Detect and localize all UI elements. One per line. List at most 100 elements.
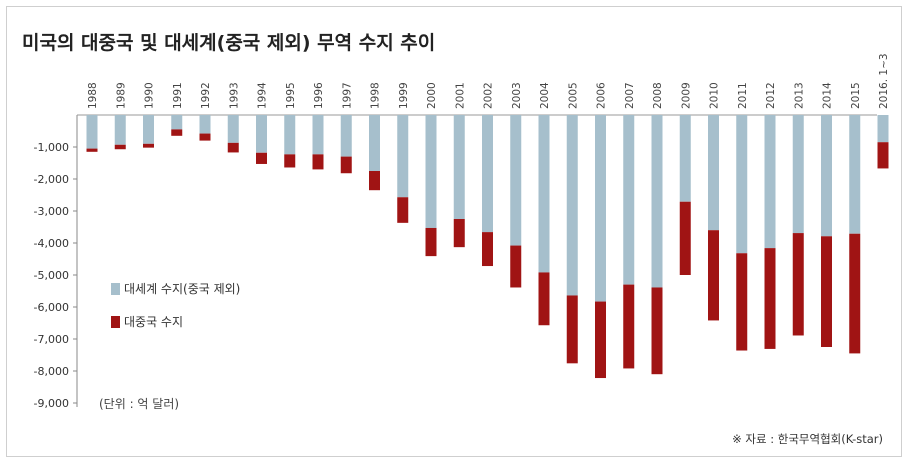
bar-china-25 [792, 233, 804, 336]
x-tick-label: 1991 [172, 82, 184, 109]
bar-world-16 [538, 115, 550, 273]
bar-world-7 [284, 115, 296, 155]
bar-china-28 [877, 142, 889, 169]
bar-china-10 [369, 171, 380, 191]
x-tick-label: 2008 [652, 82, 664, 109]
bar-world-13 [453, 115, 465, 219]
bar-china-19 [623, 284, 635, 369]
legend-swatch-world [111, 283, 120, 295]
x-tick-label: 2012 [765, 82, 777, 109]
x-tick-label: 1988 [87, 82, 99, 109]
x-tick-label: 2006 [596, 82, 608, 109]
bar-world-0 [86, 115, 98, 149]
bar-china-5 [227, 142, 239, 153]
x-tick-label: 1997 [341, 82, 353, 109]
y-tick-label: -5,000 [34, 269, 69, 282]
bar-china-1 [114, 144, 126, 150]
chart-frame: 미국의 대중국 및 대세계(중국 제외) 무역 수지 추이 1988 1989 19… [6, 6, 902, 457]
bar-world-24 [764, 115, 776, 249]
x-tick-label: 2002 [483, 82, 495, 109]
bar-world-26 [821, 115, 832, 237]
bar-world-10 [369, 115, 380, 171]
bar-world-28 [877, 115, 889, 143]
y-tick-label: -2,000 [34, 173, 69, 186]
bar-china-20 [651, 287, 663, 375]
x-tick-label: 2011 [737, 82, 749, 109]
bar-china-17 [566, 295, 578, 364]
x-tick-label: 2013 [793, 82, 805, 109]
bar-china-14 [482, 232, 493, 267]
x-tick-label: 2016. 1~3 [878, 53, 890, 109]
bar-world-25 [792, 115, 804, 234]
bar-china-27 [849, 233, 861, 354]
bar-china-26 [821, 236, 832, 347]
x-tick-label: 2004 [539, 82, 551, 109]
x-tick-label: 2010 [709, 82, 721, 109]
x-tick-label: 1990 [144, 82, 156, 109]
x-tick-label: 2015 [850, 82, 862, 109]
source-note: ※ 자료 : 한국무역협회(K-star) [732, 432, 883, 446]
x-axis-labels: 1988 1989 1990 1991 1992 1993 1994 1995 1996 1997… [87, 53, 890, 109]
bar-world-9 [340, 115, 352, 157]
bar-world-20 [651, 115, 663, 288]
x-tick-label: 2001 [454, 82, 466, 109]
x-tick-label: 2014 [822, 82, 834, 109]
bar-world-18 [595, 115, 606, 302]
legend: 대세계 수지(중국 제외) 대중국 수지 [111, 282, 240, 329]
bar-world-15 [510, 115, 522, 246]
bar-china-7 [284, 154, 296, 168]
bar-china-0 [86, 148, 98, 152]
trade-balance-chart: 미국의 대중국 및 대세계(중국 제외) 무역 수지 추이 1988 1989 19… [22, 32, 890, 446]
bar-world-21 [679, 115, 691, 202]
x-tick-label: 2009 [680, 82, 692, 109]
bar-world-19 [623, 115, 635, 285]
x-tick-label: 2007 [624, 82, 636, 109]
bar-china-3 [171, 129, 183, 136]
y-tick-label: -3,000 [34, 205, 69, 218]
bar-world-5 [227, 115, 239, 143]
bar-world-12 [425, 115, 437, 228]
chart-title: 미국의 대중국 및 대세계(중국 제외) 무역 수지 추이 [22, 32, 435, 54]
bar-china-8 [312, 154, 324, 170]
y-tick-label: -1,000 [34, 141, 69, 154]
x-tick-label: 1995 [285, 82, 297, 109]
bar-world-11 [397, 115, 409, 198]
x-tick-label: 2003 [511, 82, 523, 109]
x-tick-label: 1989 [115, 82, 127, 109]
bar-china-15 [510, 245, 522, 288]
bar-china-11 [397, 197, 409, 223]
bar-world-14 [482, 115, 493, 233]
bar-series [86, 115, 889, 379]
x-tick-label: 1998 [370, 82, 382, 109]
bar-china-6 [256, 152, 267, 164]
x-tick-label: 2005 [567, 82, 579, 109]
bar-world-22 [708, 115, 719, 231]
unit-note: (단위 : 억 달러) [99, 397, 179, 411]
legend-swatch-china [111, 316, 120, 328]
y-tick-label: -8,000 [34, 365, 69, 378]
bar-china-9 [340, 156, 352, 174]
y-tick-label: -7,000 [34, 333, 69, 346]
x-tick-label: 1993 [228, 82, 240, 109]
bar-china-18 [595, 301, 606, 379]
bar-china-13 [453, 219, 465, 248]
y-tick-label: -6,000 [34, 301, 69, 314]
x-tick-label: 1996 [313, 82, 325, 109]
bar-china-16 [538, 272, 550, 326]
y-tick-label: -9,000 [34, 397, 69, 410]
legend-label-world: 대세계 수지(중국 제외) [124, 282, 240, 296]
bar-world-8 [312, 115, 324, 155]
bar-world-1 [114, 115, 126, 145]
bar-china-21 [679, 201, 691, 275]
x-tick-label: 2000 [426, 82, 438, 109]
bar-china-22 [708, 230, 719, 321]
bar-world-6 [256, 115, 267, 153]
x-tick-label: 1994 [257, 82, 269, 109]
bar-world-2 [143, 115, 154, 144]
y-tick-label: -4,000 [34, 237, 69, 250]
x-tick-label: 1999 [398, 82, 410, 109]
bar-world-4 [199, 115, 211, 134]
bar-china-24 [764, 248, 776, 349]
bar-world-27 [849, 115, 861, 234]
bar-world-23 [736, 115, 748, 254]
